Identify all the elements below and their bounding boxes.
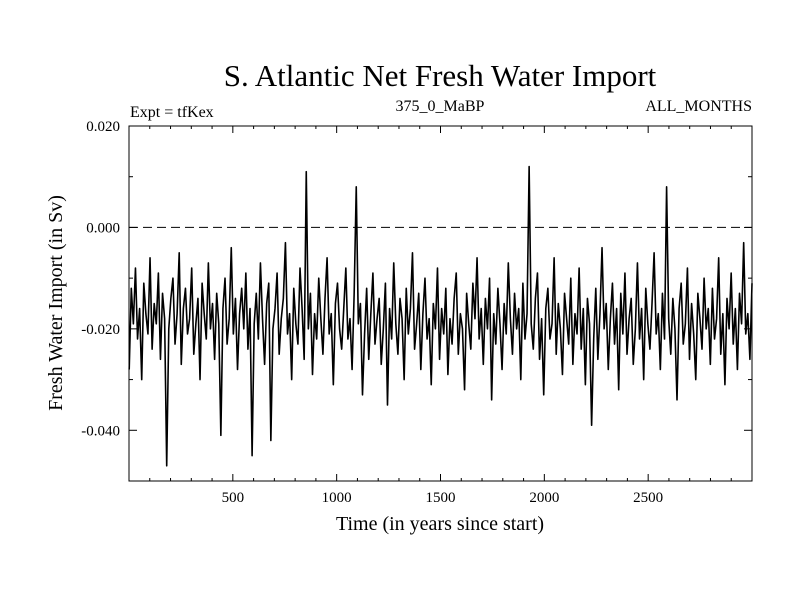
chart-title: S. Atlantic Net Fresh Water Import [224,58,657,93]
plot-frame [128,125,753,482]
y-tick-label: 0.000 [86,220,120,236]
y-axis-label: Fresh Water Import (in Sv) [45,195,67,411]
run-label: 375_0_MaBP [396,98,485,115]
x-tick-label: 1000 [322,490,352,506]
months-label: ALL_MONTHS [645,98,752,115]
series-layer [128,165,753,467]
x-tick-label: 500 [222,490,245,506]
x-tick-label: 2000 [529,490,559,506]
y-tick-label: -0.020 [81,322,120,338]
y-tick-label: -0.040 [81,423,120,439]
fresh-water-series-line [128,165,753,467]
tick-layer: 500 1000 1500 2000 2500 0.020 0.000 -0.020 -0.04… [81,119,752,506]
experiment-label: Expt = tfKex [130,104,214,121]
x-tick-label: 2500 [633,490,663,506]
x-axis-label: Time (in years since start) [336,513,544,535]
x-tick-label: 1500 [426,490,456,506]
y-tick-label: 0.020 [86,119,120,135]
